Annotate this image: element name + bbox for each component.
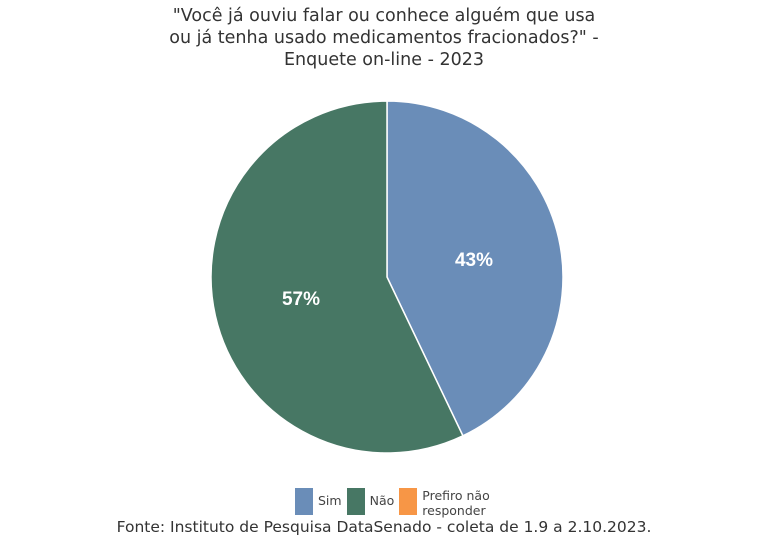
legend-label-prefiro-line-2: responder — [422, 503, 486, 518]
pie-slice-sim — [386, 100, 564, 437]
chart-title: "Você já ouviu falar ou conhece alguém q… — [0, 5, 768, 71]
legend-swatch-prefiro — [399, 488, 418, 515]
pie-slice-nao — [210, 100, 464, 454]
data-label-nao: 57% — [282, 289, 320, 310]
legend-item-nao: Não — [346, 488, 395, 515]
chart-title-line-3: Enquete on-line - 2023 — [284, 50, 484, 70]
chart-legend: Sim Não Prefiro não responder — [295, 488, 517, 518]
legend-label-sim: Sim — [318, 493, 342, 508]
legend-swatch-nao — [346, 488, 365, 515]
chart-title-line-2: ou já tenha usado medicamentos fracionad… — [169, 28, 599, 48]
legend-label-prefiro-line-1: Prefiro não — [422, 488, 490, 503]
legend-item-sim: Sim — [295, 488, 342, 515]
source-note: Fonte: Instituto de Pesquisa DataSenado … — [116, 518, 652, 536]
legend-label-prefiro: Prefiro não responder — [422, 488, 512, 518]
legend-swatch-sim — [295, 488, 313, 515]
chart-title-line-1: "Você já ouviu falar ou conhece alguém q… — [172, 6, 596, 26]
legend-item-prefiro-nao-responder: Prefiro não responder — [399, 488, 512, 518]
data-label-sim: 43% — [455, 250, 493, 271]
legend-label-nao: Não — [369, 493, 395, 508]
